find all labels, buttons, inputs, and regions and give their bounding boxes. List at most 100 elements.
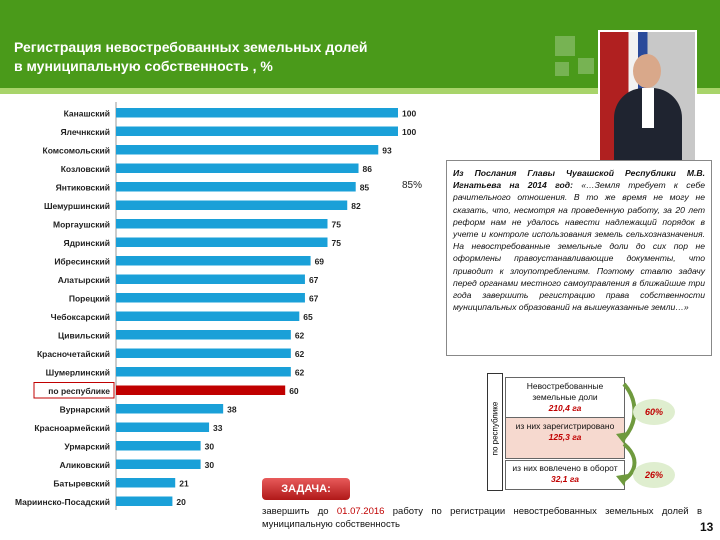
category-label: Ялечнкский bbox=[60, 127, 110, 137]
value-label: 67 bbox=[309, 294, 319, 304]
category-label: Чебоксарский bbox=[51, 312, 110, 322]
bar bbox=[116, 441, 201, 451]
category-label: по республике bbox=[48, 386, 110, 396]
bar bbox=[116, 496, 173, 506]
title-line-2: в муниципальную собственность , % bbox=[14, 58, 273, 74]
box3-value: 32,1 га bbox=[550, 474, 580, 484]
decor-square bbox=[555, 62, 569, 76]
page-title: Регистрация невостребованных земельных д… bbox=[14, 38, 414, 76]
category-label: Комсомольский bbox=[43, 146, 110, 156]
category-label: Алатырский bbox=[58, 275, 110, 285]
task-text-after: работу по регистрации невостребованных з… bbox=[262, 506, 702, 530]
category-label: Урмарский bbox=[64, 442, 110, 452]
bar bbox=[116, 256, 311, 266]
bar bbox=[116, 404, 224, 414]
bar bbox=[116, 385, 286, 395]
box1-label: Невостребованные земельные доли bbox=[526, 381, 604, 402]
bar bbox=[116, 367, 291, 377]
bar bbox=[116, 293, 305, 303]
bar bbox=[116, 163, 359, 173]
value-label: 65 bbox=[303, 312, 313, 322]
republic-vertical-label: по республике bbox=[487, 373, 503, 491]
bar bbox=[116, 237, 328, 247]
box1-value: 210,4 га bbox=[548, 403, 582, 413]
percent-circle-2: 26% bbox=[633, 462, 675, 488]
task-button[interactable]: ЗАДАЧА: bbox=[262, 478, 350, 500]
percent-circle-1: 60% bbox=[633, 399, 675, 425]
bar bbox=[116, 478, 176, 488]
category-label: Аликовский bbox=[59, 460, 110, 470]
value-label: 69 bbox=[315, 257, 325, 267]
category-label: Вурнарский bbox=[60, 405, 110, 415]
bar bbox=[116, 422, 210, 432]
bar bbox=[116, 459, 201, 469]
bar-chart: Канашский 100 Ялечнкский 100 Комсомольский 93… bbox=[15, 102, 416, 510]
bar bbox=[116, 200, 348, 210]
box3-label: из них вовлечено в оборот bbox=[512, 463, 618, 473]
bar bbox=[116, 108, 398, 118]
bar bbox=[116, 330, 291, 340]
category-label: Моргаушский bbox=[53, 220, 110, 230]
category-label: Батыревский bbox=[53, 479, 110, 489]
category-label: Козловский bbox=[61, 164, 110, 174]
category-label: Ибресинский bbox=[54, 257, 110, 267]
value-label: 86 bbox=[363, 164, 373, 174]
chart-annotation: 85% bbox=[402, 180, 423, 191]
value-label: 20 bbox=[176, 497, 186, 507]
value-label: 82 bbox=[351, 201, 361, 211]
category-label: Порецкий bbox=[69, 294, 110, 304]
bar bbox=[116, 348, 291, 358]
box2-value: 125,3 га bbox=[548, 432, 582, 442]
header-stripe bbox=[0, 88, 720, 94]
value-label: 60 bbox=[289, 386, 299, 396]
portrait-shirt bbox=[642, 88, 654, 128]
bar bbox=[116, 182, 356, 192]
task-text-before: завершить до bbox=[262, 506, 337, 517]
category-label: Мариинско-Посадский bbox=[15, 497, 110, 507]
highlight-box bbox=[33, 382, 115, 399]
portrait-head bbox=[633, 54, 661, 88]
value-label: 30 bbox=[205, 460, 215, 470]
value-label: 62 bbox=[295, 349, 305, 359]
box2-label: из них зарегистрировано bbox=[515, 421, 615, 431]
category-label: Красноармейский bbox=[34, 423, 110, 433]
arrow-curve-2 bbox=[622, 442, 637, 482]
value-label: 62 bbox=[295, 368, 305, 378]
quote-box: Из Послания Главы Чувашской Республики М… bbox=[446, 160, 712, 356]
value-label: 30 bbox=[205, 442, 215, 452]
category-label: Красночетайский bbox=[37, 349, 110, 359]
value-label: 93 bbox=[382, 146, 392, 156]
bar bbox=[116, 219, 328, 229]
arrow-head-1 bbox=[616, 432, 628, 444]
category-label: Янтиковский bbox=[56, 183, 110, 193]
value-label: 33 bbox=[213, 423, 223, 433]
quote-text: «…Земля требует к себе рачительного отно… bbox=[453, 180, 705, 313]
value-label: 100 bbox=[402, 109, 416, 119]
quote-source: Из Послания Главы Чувашской Республики М… bbox=[453, 168, 705, 191]
value-label: 38 bbox=[227, 405, 237, 415]
category-label: Шемуршинский bbox=[44, 201, 110, 211]
value-label: 67 bbox=[309, 275, 319, 285]
value-label: 75 bbox=[332, 220, 342, 230]
value-label: 100 bbox=[402, 127, 416, 137]
value-label: 85 bbox=[360, 183, 370, 193]
task-text: завершить до 01.07.2016 работу по регист… bbox=[262, 505, 702, 531]
republic-vertical-text: по республике bbox=[490, 401, 500, 456]
title-line-1: Регистрация невостребованных земельных д… bbox=[14, 39, 368, 55]
value-label: 21 bbox=[179, 479, 189, 489]
decor-square bbox=[555, 36, 575, 56]
box-unclaimed-shares: Невостребованные земельные доли 210,4 га bbox=[505, 377, 625, 419]
portrait-photo bbox=[598, 30, 697, 166]
bar bbox=[116, 274, 305, 284]
category-label: Шумерлинский bbox=[46, 368, 110, 378]
page-number: 13 bbox=[700, 520, 714, 534]
bar bbox=[116, 126, 398, 136]
category-label: Цивильский bbox=[58, 331, 110, 341]
box-in-circulation: из них вовлечено в оборот 32,1 га bbox=[505, 460, 625, 490]
value-label: 62 bbox=[295, 331, 305, 341]
bar bbox=[116, 145, 379, 155]
decor-square bbox=[578, 58, 594, 74]
task-date: 01.07.2016 bbox=[336, 506, 385, 517]
category-label: Ядринский bbox=[64, 238, 111, 248]
value-label: 75 bbox=[332, 238, 342, 248]
